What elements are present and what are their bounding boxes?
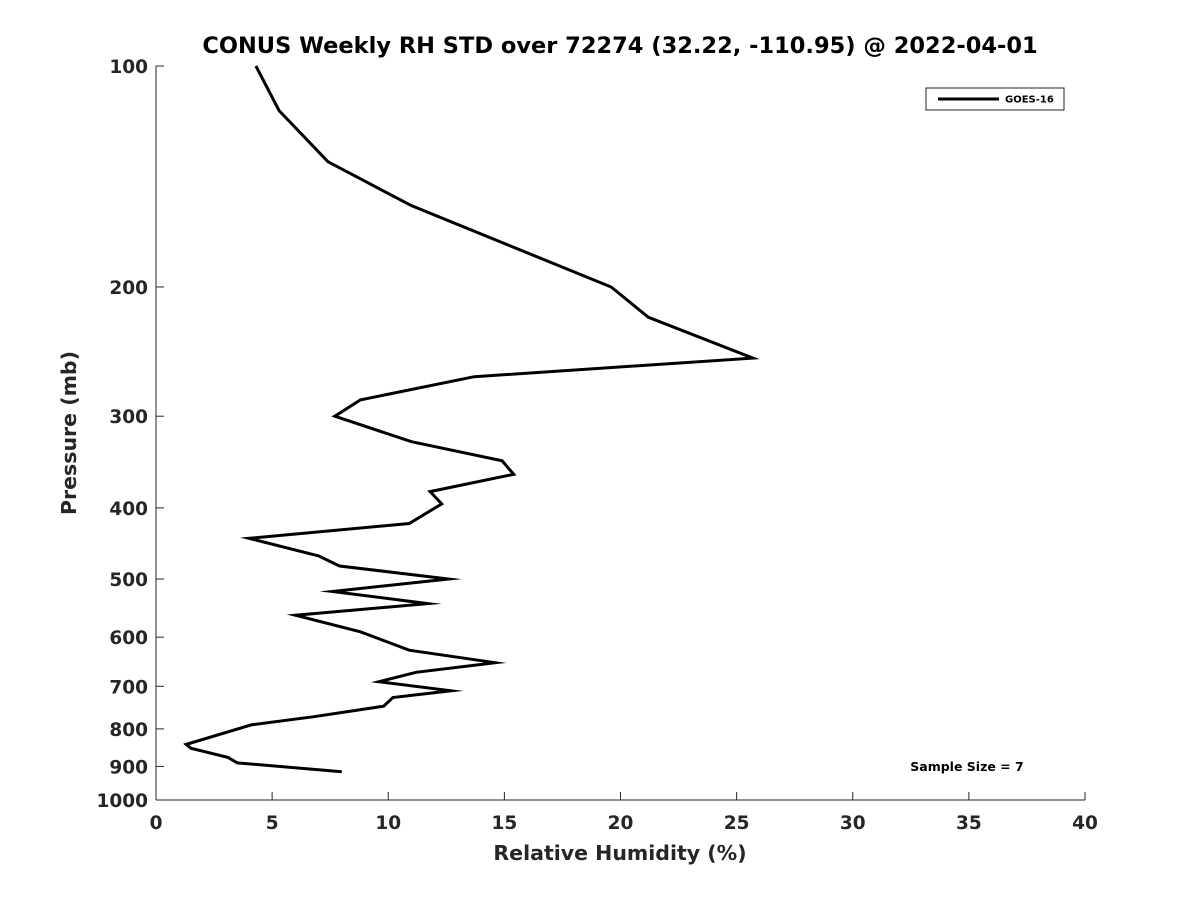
y-tick-label: 600 bbox=[109, 628, 148, 649]
y-tick-label: 500 bbox=[109, 570, 148, 591]
x-tick-label: 10 bbox=[375, 813, 401, 834]
x-tick-label: 35 bbox=[956, 813, 982, 834]
y-tick-label: 800 bbox=[109, 720, 148, 741]
chart-title: CONUS Weekly RH STD over 72274 (32.22, -… bbox=[202, 33, 1037, 59]
series-group bbox=[183, 65, 760, 774]
x-tick-label: 0 bbox=[150, 813, 163, 834]
x-tick-label: 25 bbox=[724, 813, 750, 834]
y-tick-label: 400 bbox=[109, 499, 148, 520]
x-axis-label: Relative Humidity (%) bbox=[493, 841, 746, 865]
x-ticks: 0 5 10 15 20 25 30 35 40 bbox=[150, 792, 1098, 834]
legend: GOES-16 bbox=[925, 87, 1065, 111]
y-tick-label: 300 bbox=[109, 407, 148, 428]
x-tick-label: 5 bbox=[266, 813, 279, 834]
y-tick-label: 100 bbox=[109, 57, 148, 78]
series-line-goes-16 bbox=[183, 65, 760, 774]
y-axis-label: Pressure (mb) bbox=[57, 351, 81, 515]
sample-size-annotation: Sample Size = 7 bbox=[910, 759, 1023, 774]
x-tick-label: 30 bbox=[840, 813, 866, 834]
y-ticks: 100 200 300 400 500 600 700 800 900 1000 bbox=[97, 57, 164, 812]
x-tick-label: 20 bbox=[608, 813, 634, 834]
y-tick-label: 900 bbox=[109, 757, 148, 778]
legend-entry-goes-16: GOES-16 bbox=[1005, 95, 1054, 106]
y-tick-label: 700 bbox=[109, 677, 148, 698]
y-tick-label: 200 bbox=[109, 278, 148, 299]
x-tick-label: 40 bbox=[1072, 813, 1098, 834]
x-tick-label: 15 bbox=[492, 813, 518, 834]
y-tick-label: 1000 bbox=[97, 791, 149, 812]
